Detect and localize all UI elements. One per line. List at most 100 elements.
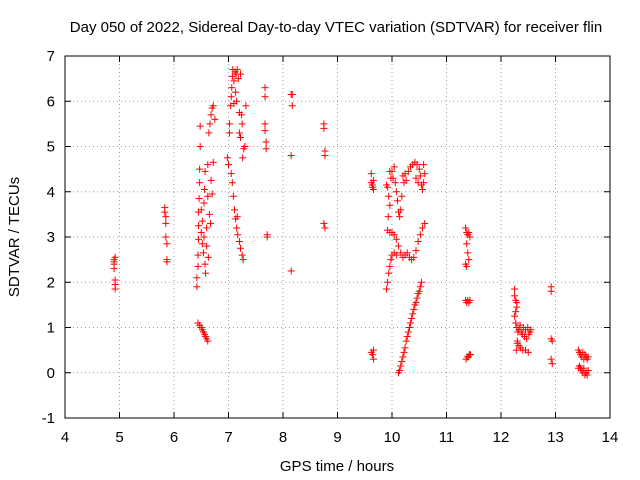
data-point bbox=[421, 219, 429, 227]
y-tick-label: 7 bbox=[47, 48, 55, 65]
data-point bbox=[511, 285, 519, 293]
data-point bbox=[527, 326, 535, 334]
data-point bbox=[287, 152, 295, 160]
data-point bbox=[409, 310, 417, 318]
data-point bbox=[194, 262, 202, 270]
data-point bbox=[261, 127, 269, 135]
data-point bbox=[199, 249, 207, 257]
data-point bbox=[196, 143, 204, 150]
data-point bbox=[392, 235, 400, 243]
data-point bbox=[385, 192, 393, 200]
data-point bbox=[367, 170, 375, 178]
data-point bbox=[396, 366, 404, 374]
data-point bbox=[417, 278, 425, 286]
data-point bbox=[239, 154, 247, 162]
data-point bbox=[228, 179, 236, 187]
data-point bbox=[402, 176, 410, 184]
data-point bbox=[225, 161, 232, 169]
data-point bbox=[203, 242, 211, 250]
chart-title: Day 050 of 2022, Sidereal Day-to-day VTE… bbox=[70, 19, 602, 36]
data-point bbox=[201, 167, 209, 175]
data-point bbox=[239, 256, 247, 264]
y-tick-label: -1 bbox=[42, 410, 55, 427]
data-point bbox=[466, 296, 474, 304]
data-point bbox=[415, 165, 423, 173]
y-tick-label: 5 bbox=[47, 139, 55, 156]
data-point bbox=[465, 228, 473, 236]
data-point bbox=[233, 224, 241, 232]
x-tick-label: 14 bbox=[602, 429, 619, 446]
data-point bbox=[399, 353, 407, 361]
data-point bbox=[193, 274, 201, 282]
data-point bbox=[384, 183, 392, 191]
data-point bbox=[235, 238, 243, 246]
data-point bbox=[320, 124, 328, 132]
data-point bbox=[163, 258, 171, 266]
data-point bbox=[238, 111, 246, 119]
data-point bbox=[512, 319, 520, 327]
data-point bbox=[197, 206, 205, 214]
data-point bbox=[226, 129, 234, 137]
data-point bbox=[204, 253, 212, 261]
y-axis-label: SDTVAR / TECUs bbox=[6, 177, 23, 297]
data-point bbox=[369, 355, 377, 363]
data-point bbox=[226, 120, 234, 128]
data-point bbox=[403, 249, 411, 257]
data-point bbox=[163, 240, 171, 248]
y-tick-label: 6 bbox=[47, 93, 55, 110]
data-point bbox=[412, 299, 420, 307]
data-point bbox=[233, 66, 241, 74]
data-point bbox=[236, 244, 244, 252]
data-point bbox=[398, 357, 406, 365]
data-point bbox=[403, 333, 411, 341]
data-point bbox=[203, 224, 211, 232]
data-point bbox=[228, 84, 236, 92]
data-point bbox=[410, 305, 418, 313]
data-point bbox=[413, 161, 421, 169]
data-point bbox=[321, 224, 329, 232]
data-point bbox=[204, 192, 212, 200]
data-point bbox=[209, 102, 217, 110]
data-point bbox=[162, 233, 170, 241]
data-point bbox=[369, 185, 377, 193]
data-point bbox=[369, 176, 377, 184]
data-point bbox=[208, 190, 216, 198]
data-point bbox=[397, 206, 405, 214]
data-point bbox=[261, 93, 269, 101]
data-point bbox=[207, 219, 215, 227]
data-point bbox=[465, 256, 473, 264]
data-point bbox=[393, 197, 401, 205]
data-point bbox=[200, 233, 208, 241]
data-point bbox=[390, 231, 398, 239]
data-point bbox=[262, 145, 270, 153]
data-point bbox=[200, 199, 208, 207]
data-point bbox=[236, 70, 244, 78]
data-point bbox=[207, 176, 215, 184]
data-point bbox=[387, 256, 395, 264]
data-point bbox=[262, 138, 270, 146]
data-point bbox=[462, 224, 470, 232]
data-point bbox=[419, 185, 427, 193]
data-point bbox=[523, 335, 531, 343]
data-point bbox=[512, 346, 520, 354]
data-point bbox=[386, 201, 394, 209]
data-point bbox=[416, 283, 424, 291]
y-tick-label: 1 bbox=[47, 320, 55, 337]
data-point bbox=[398, 192, 406, 200]
y-tick-label: 3 bbox=[47, 229, 55, 246]
data-point bbox=[196, 122, 204, 130]
data-point bbox=[162, 219, 170, 227]
data-point bbox=[238, 120, 246, 128]
x-tick-label: 5 bbox=[115, 429, 123, 446]
data-point bbox=[161, 208, 169, 216]
data-point bbox=[548, 360, 556, 368]
data-point bbox=[232, 88, 240, 96]
data-point bbox=[384, 278, 392, 286]
data-point bbox=[414, 238, 422, 246]
data-point bbox=[419, 224, 427, 232]
data-point bbox=[204, 161, 212, 169]
data-point bbox=[400, 348, 408, 356]
data-point bbox=[242, 102, 250, 110]
data-point bbox=[227, 93, 235, 101]
